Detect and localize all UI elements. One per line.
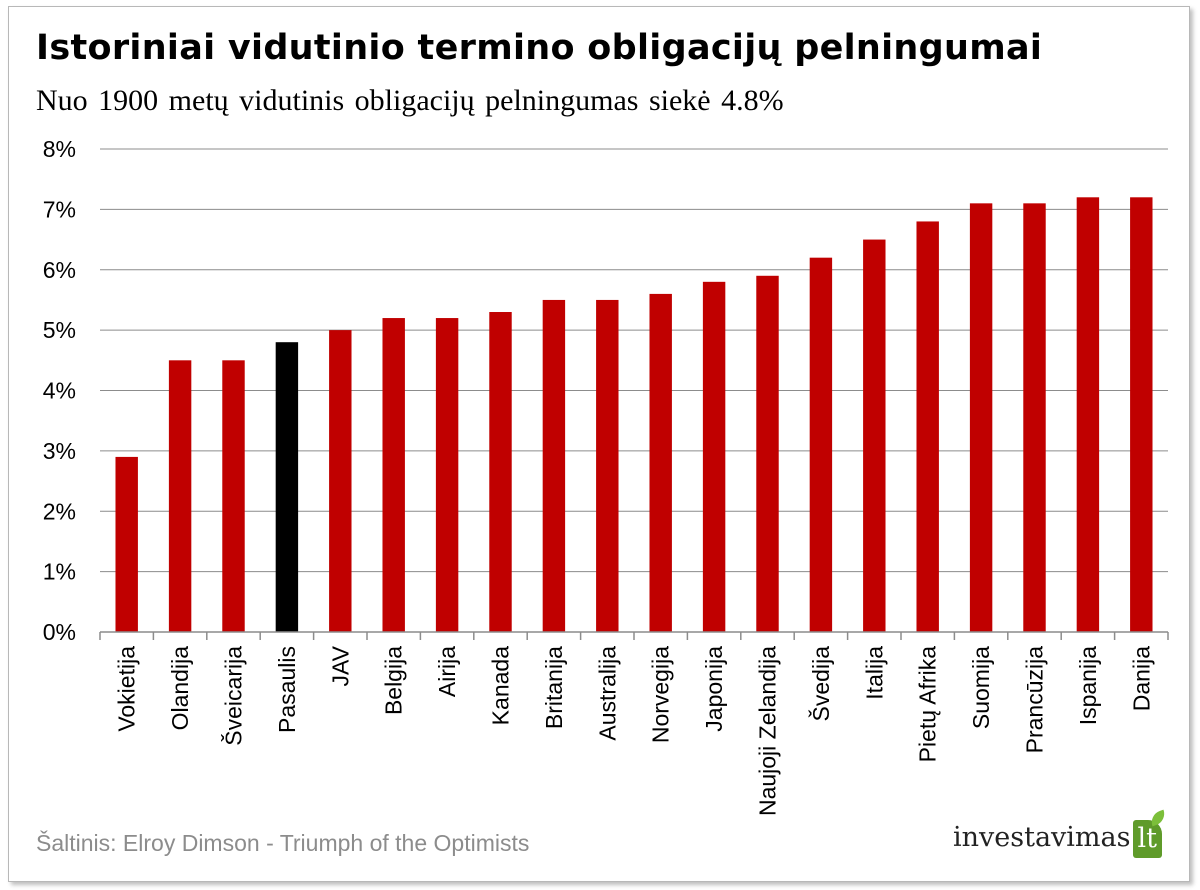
y-tick-label: 6%: [43, 257, 76, 283]
y-tick-label: 0%: [43, 619, 76, 645]
x-tick-label: Pietų Afrika: [915, 646, 941, 763]
bar-Prancūzija: [1023, 203, 1046, 632]
investavimas-logo: investavimas lt: [952, 809, 1168, 858]
x-axis: [99, 631, 1169, 640]
x-tick-label: Ispanija: [1075, 646, 1101, 725]
x-tick-label: Belgija: [381, 646, 407, 715]
y-tick-label: 8%: [43, 136, 76, 162]
bar-Vokietija: [115, 456, 138, 632]
x-tick-label: Japonija: [701, 646, 727, 732]
x-tick-label: Vokietija: [114, 646, 140, 732]
x-tick-label: Naujoji Zelandija: [755, 646, 781, 816]
logo-badge-text: lt: [1137, 823, 1158, 854]
bar-Danija: [1130, 197, 1153, 633]
x-tick-label: Italija: [861, 646, 887, 700]
y-tick-label: 3%: [43, 438, 76, 464]
bar-Suomija: [969, 203, 993, 632]
x-tick-label: Australija: [594, 646, 620, 741]
logo-text: investavimas: [952, 822, 1131, 853]
x-tick-label: Kanada: [488, 646, 514, 726]
y-tick-label: 2%: [43, 498, 76, 524]
bar-Pietų Afrika: [916, 221, 939, 632]
bars: [115, 197, 1153, 633]
x-tick-label: Pasaulis: [274, 646, 300, 733]
bar-Olandija: [168, 360, 192, 632]
x-tick-label: Britanija: [541, 646, 567, 729]
bar-Belgija: [382, 318, 405, 632]
x-tick-label: JAV: [327, 645, 353, 686]
y-tick-label: 7%: [43, 196, 76, 222]
chart-title: Istoriniai vidutinio termino obligacijų …: [36, 28, 1043, 68]
bar-Japonija: [702, 281, 726, 632]
bar-Naujoji Zelandija: [756, 275, 779, 632]
chart-subtitle: Nuo 1900 metų vidutinis obligacijų pelni…: [36, 84, 784, 117]
bar-JAV: [329, 330, 352, 632]
y-tick-label: 5%: [43, 317, 76, 343]
x-tick-label: Suomija: [968, 646, 994, 729]
bar-Italija: [863, 239, 886, 632]
x-tick-label: Prancūzija: [1022, 646, 1048, 754]
x-tick-label: Olandija: [167, 646, 193, 731]
x-tick-label: Švedija: [807, 646, 834, 722]
y-tick-label: 1%: [43, 559, 76, 585]
x-tick-label: Airija: [434, 646, 460, 697]
bar-Airija: [435, 318, 459, 632]
bar-Australija: [596, 299, 619, 632]
bar-Pasaulis: [275, 342, 299, 632]
gridlines: [100, 148, 1168, 573]
bar-Kanada: [489, 312, 512, 632]
bar-Norvegija: [649, 293, 672, 632]
x-tick-label: Šveicarija: [220, 646, 247, 746]
logo-badge: lt: [1132, 809, 1168, 858]
bar-Švedija: [809, 257, 833, 632]
bar-Šveicarija: [222, 360, 245, 632]
x-axis-tick-labels: Vokietija Olandija Šveicarija Pasaulis JAV Be…: [114, 645, 1155, 816]
source-note: Šaltinis: Elroy Dimson - Triumph of the …: [36, 830, 530, 856]
y-tick-label: 4%: [43, 378, 76, 404]
bar-Ispanija: [1076, 197, 1100, 633]
bar-Britanija: [542, 299, 566, 632]
x-tick-label: Danija: [1128, 646, 1154, 711]
y-axis-tick-labels: 0% 1% 2% 3% 4% 5% 6% 7% 8%: [43, 136, 76, 645]
x-tick-label: Norvegija: [648, 646, 674, 743]
